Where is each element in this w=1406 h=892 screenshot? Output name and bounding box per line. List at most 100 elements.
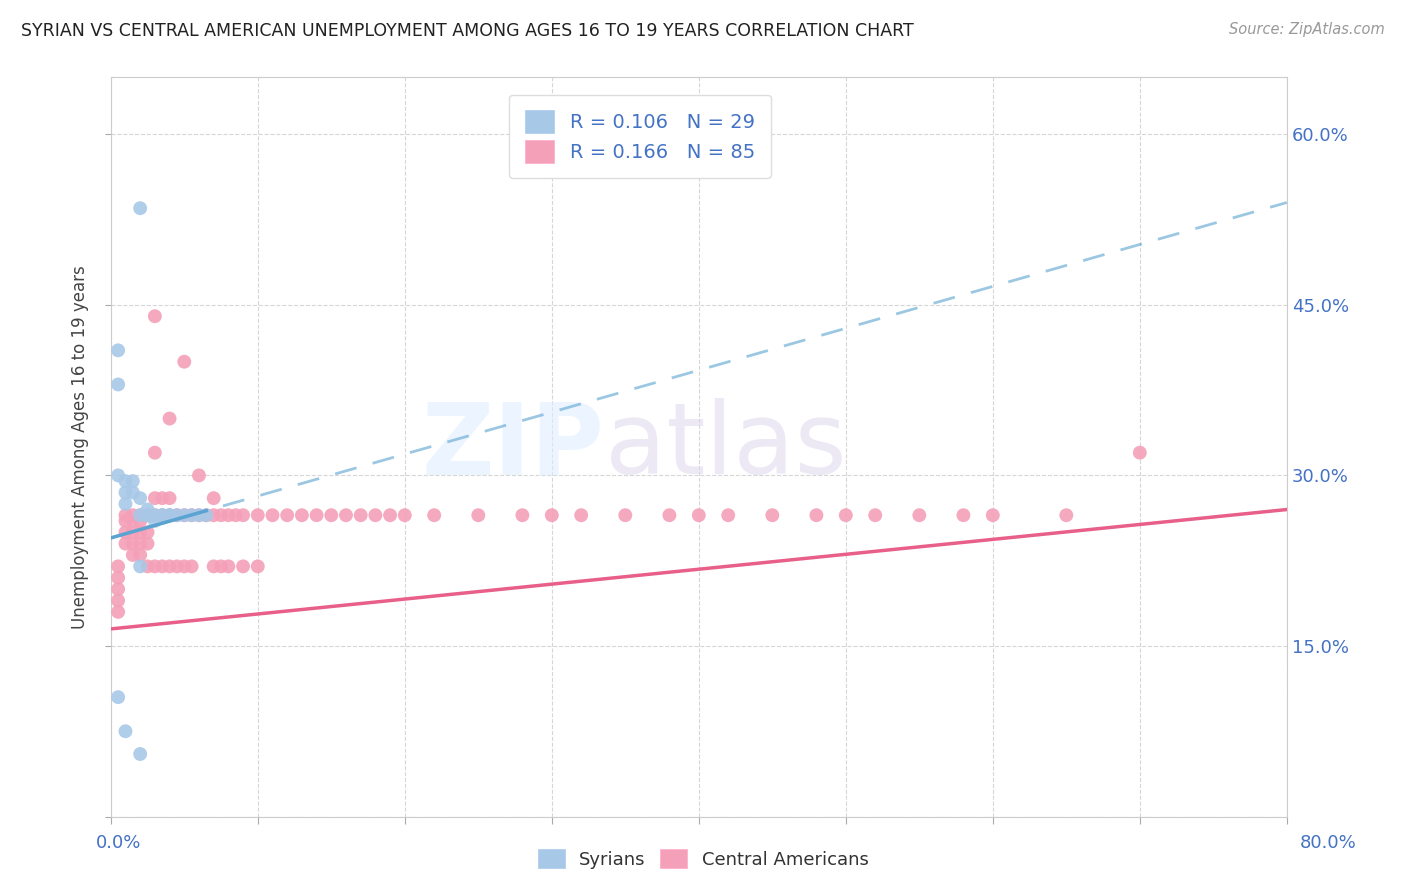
Point bbox=[232, 508, 254, 523]
Point bbox=[136, 536, 159, 550]
Point bbox=[658, 508, 681, 523]
Point bbox=[276, 508, 298, 523]
Point bbox=[121, 474, 143, 488]
Point bbox=[180, 508, 202, 523]
Text: Source: ZipAtlas.com: Source: ZipAtlas.com bbox=[1229, 22, 1385, 37]
Point bbox=[952, 508, 974, 523]
Point bbox=[159, 491, 181, 505]
Point bbox=[1129, 445, 1152, 459]
Point bbox=[114, 508, 136, 523]
Point bbox=[150, 508, 173, 523]
Point bbox=[129, 559, 152, 574]
Point bbox=[129, 514, 152, 528]
Point bbox=[107, 468, 129, 483]
Point bbox=[188, 468, 211, 483]
Point bbox=[209, 508, 232, 523]
Point bbox=[121, 525, 143, 540]
Point bbox=[159, 411, 181, 425]
Point bbox=[129, 536, 152, 550]
Point bbox=[107, 377, 129, 392]
Point bbox=[423, 508, 446, 523]
Point bbox=[107, 571, 129, 585]
Point bbox=[136, 508, 159, 523]
Point bbox=[188, 508, 211, 523]
Point bbox=[143, 445, 166, 459]
Point bbox=[107, 605, 129, 619]
Point bbox=[150, 559, 173, 574]
Point bbox=[143, 491, 166, 505]
Text: SYRIAN VS CENTRAL AMERICAN UNEMPLOYMENT AMONG AGES 16 TO 19 YEARS CORRELATION CH: SYRIAN VS CENTRAL AMERICAN UNEMPLOYMENT … bbox=[21, 22, 914, 40]
Point bbox=[195, 508, 218, 523]
Point bbox=[121, 514, 143, 528]
Point bbox=[378, 508, 401, 523]
Point bbox=[688, 508, 710, 523]
Point bbox=[467, 508, 489, 523]
Legend: Syrians, Central Americans: Syrians, Central Americans bbox=[530, 841, 876, 876]
Point bbox=[150, 491, 173, 505]
Point bbox=[614, 508, 637, 523]
Point bbox=[114, 497, 136, 511]
Point bbox=[129, 525, 152, 540]
Point bbox=[129, 508, 152, 523]
Point bbox=[262, 508, 284, 523]
Point bbox=[114, 474, 136, 488]
Point bbox=[173, 508, 195, 523]
Point bbox=[114, 525, 136, 540]
Point bbox=[121, 485, 143, 500]
Text: 80.0%: 80.0% bbox=[1301, 834, 1357, 852]
Point bbox=[291, 508, 314, 523]
Point bbox=[981, 508, 1004, 523]
Point bbox=[150, 508, 173, 523]
Point bbox=[569, 508, 592, 523]
Point bbox=[180, 508, 202, 523]
Point bbox=[195, 508, 218, 523]
Point bbox=[908, 508, 931, 523]
Point bbox=[761, 508, 783, 523]
Point bbox=[121, 548, 143, 562]
Point bbox=[217, 559, 239, 574]
Legend: R = 0.106   N = 29, R = 0.166   N = 85: R = 0.106 N = 29, R = 0.166 N = 85 bbox=[509, 95, 770, 178]
Point bbox=[202, 508, 225, 523]
Point bbox=[121, 536, 143, 550]
Point bbox=[136, 559, 159, 574]
Point bbox=[173, 559, 195, 574]
Point bbox=[321, 508, 343, 523]
Point bbox=[540, 508, 562, 523]
Point bbox=[1054, 508, 1077, 523]
Point bbox=[209, 559, 232, 574]
Point bbox=[136, 508, 159, 523]
Point bbox=[114, 514, 136, 528]
Point bbox=[394, 508, 416, 523]
Point bbox=[114, 485, 136, 500]
Point bbox=[806, 508, 828, 523]
Point bbox=[166, 508, 188, 523]
Point bbox=[159, 508, 181, 523]
Point bbox=[136, 502, 159, 516]
Point bbox=[173, 355, 195, 369]
Point bbox=[225, 508, 247, 523]
Point bbox=[166, 559, 188, 574]
Point bbox=[364, 508, 387, 523]
Point bbox=[202, 491, 225, 505]
Point bbox=[136, 525, 159, 540]
Point bbox=[143, 514, 166, 528]
Point bbox=[512, 508, 534, 523]
Point bbox=[717, 508, 740, 523]
Point bbox=[835, 508, 858, 523]
Point bbox=[129, 548, 152, 562]
Point bbox=[159, 508, 181, 523]
Point bbox=[129, 201, 152, 215]
Point bbox=[107, 593, 129, 607]
Text: ZIP: ZIP bbox=[422, 399, 605, 495]
Point bbox=[114, 536, 136, 550]
Text: 0.0%: 0.0% bbox=[96, 834, 141, 852]
Point bbox=[129, 508, 152, 523]
Point bbox=[143, 508, 166, 523]
Point bbox=[143, 310, 166, 324]
Point bbox=[166, 508, 188, 523]
Point bbox=[143, 559, 166, 574]
Point bbox=[159, 508, 181, 523]
Point bbox=[114, 724, 136, 739]
Point bbox=[150, 508, 173, 523]
Point bbox=[180, 559, 202, 574]
